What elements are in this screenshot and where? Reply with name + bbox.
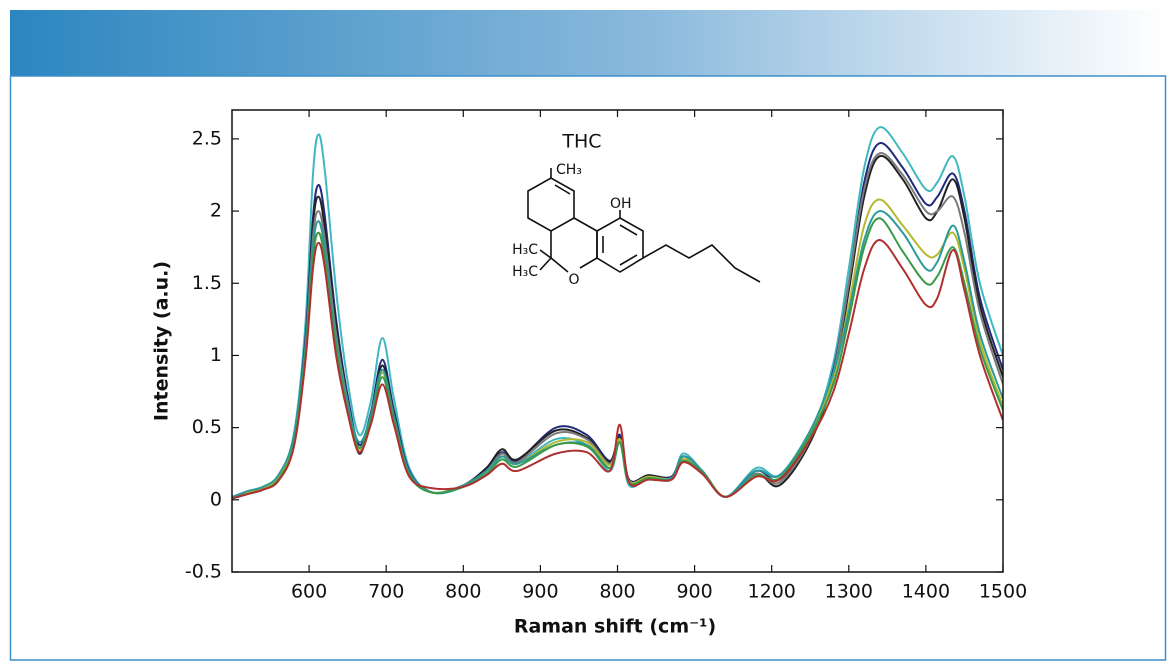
bond	[539, 249, 552, 259]
y-tick-label: 2	[210, 200, 222, 222]
spectrum-line	[232, 142, 1003, 500]
spectrum-line	[232, 152, 1003, 498]
frame	[9, 75, 1167, 661]
axes-box	[231, 109, 1004, 573]
spectrum-line	[232, 238, 1003, 500]
ring-c	[596, 217, 644, 273]
inset-title: THC	[561, 131, 601, 153]
x-tick-label: 1300	[825, 581, 873, 603]
spectrum-line	[232, 210, 1003, 498]
y-tick-label: 2.5	[192, 127, 222, 149]
y-tick-label: 1	[210, 344, 222, 366]
atom-label: H₃C	[512, 264, 538, 280]
y-axis-title: Intensity (a.u.)	[151, 261, 173, 421]
bond	[539, 257, 552, 271]
atom-label: H₃C	[512, 242, 538, 258]
x-tick-label: 1200	[748, 581, 796, 603]
x-tick-label: 1400	[902, 581, 950, 603]
y-tick-label: -0.5	[185, 561, 222, 583]
spectrum-line	[232, 198, 1003, 498]
y-tick-label: 1.5	[192, 272, 222, 294]
double-bond	[554, 184, 571, 195]
ring-b	[550, 231, 569, 273]
spectrum-line	[232, 154, 1003, 500]
atom-label: OH	[610, 196, 632, 212]
y-tick-label: 0	[210, 488, 222, 510]
x-tick-label: 900	[676, 581, 712, 603]
spectrum-line	[232, 217, 1003, 500]
ring-b	[573, 217, 598, 269]
ring-a	[527, 177, 575, 232]
banner	[10, 10, 1166, 76]
x-tick-label: 800	[445, 581, 481, 603]
atom-label: O	[568, 272, 579, 288]
x-tick-label: 900	[522, 581, 558, 603]
y-tick-label: 0.5	[192, 416, 222, 438]
double-bond	[619, 224, 638, 236]
atom-label: CH₃	[556, 162, 582, 178]
x-axis-title: Raman shift (cm⁻¹)	[514, 616, 716, 638]
double-bond	[619, 254, 638, 266]
plot-area	[232, 126, 1003, 500]
x-tick-label: 800	[599, 581, 635, 603]
molecule	[527, 168, 761, 283]
pentyl-chain	[642, 244, 761, 283]
x-tick-label: 600	[291, 581, 327, 603]
x-tick-label: 700	[368, 581, 404, 603]
x-tick-label: 1500	[979, 581, 1027, 603]
